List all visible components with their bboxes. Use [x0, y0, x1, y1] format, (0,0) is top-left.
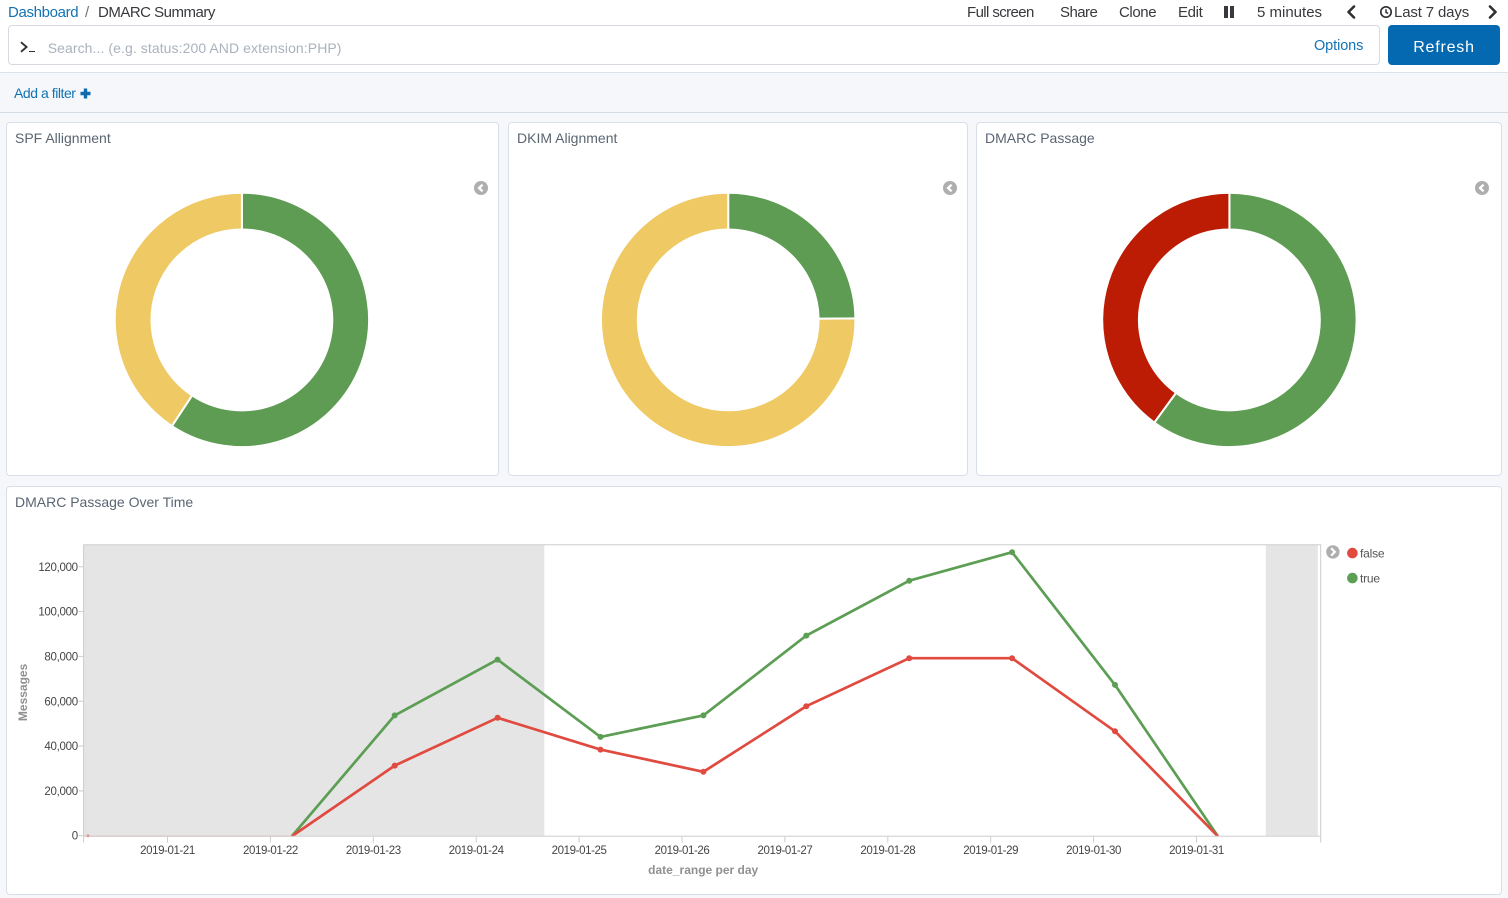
svg-text:2019-01-25: 2019-01-25: [552, 845, 607, 857]
svg-text:true: true: [1360, 571, 1380, 585]
svg-text:40,000: 40,000: [44, 741, 77, 753]
svg-text:2019-01-29: 2019-01-29: [963, 845, 1018, 857]
svg-text:2019-01-26: 2019-01-26: [655, 845, 710, 857]
svg-text:60,000: 60,000: [44, 696, 77, 708]
svg-text:2019-01-31: 2019-01-31: [1169, 845, 1224, 857]
svg-text:2019-01-30: 2019-01-30: [1066, 845, 1121, 857]
svg-text:80,000: 80,000: [44, 652, 77, 664]
svg-text:date_range per day: date_range per day: [648, 863, 758, 877]
svg-text:false: false: [1360, 546, 1385, 560]
svg-text:120,000: 120,000: [38, 562, 77, 574]
svg-text:Messages: Messages: [16, 663, 30, 721]
svg-text:2019-01-23: 2019-01-23: [346, 845, 401, 857]
svg-text:100,000: 100,000: [38, 607, 77, 619]
svg-text:2019-01-24: 2019-01-24: [449, 845, 505, 857]
svg-text:2019-01-27: 2019-01-27: [757, 845, 812, 857]
svg-text:0: 0: [72, 831, 78, 843]
svg-text:2019-01-21: 2019-01-21: [140, 845, 195, 857]
svg-text:20,000: 20,000: [44, 786, 77, 798]
svg-text:2019-01-22: 2019-01-22: [243, 845, 298, 857]
svg-text:2019-01-28: 2019-01-28: [860, 845, 915, 857]
